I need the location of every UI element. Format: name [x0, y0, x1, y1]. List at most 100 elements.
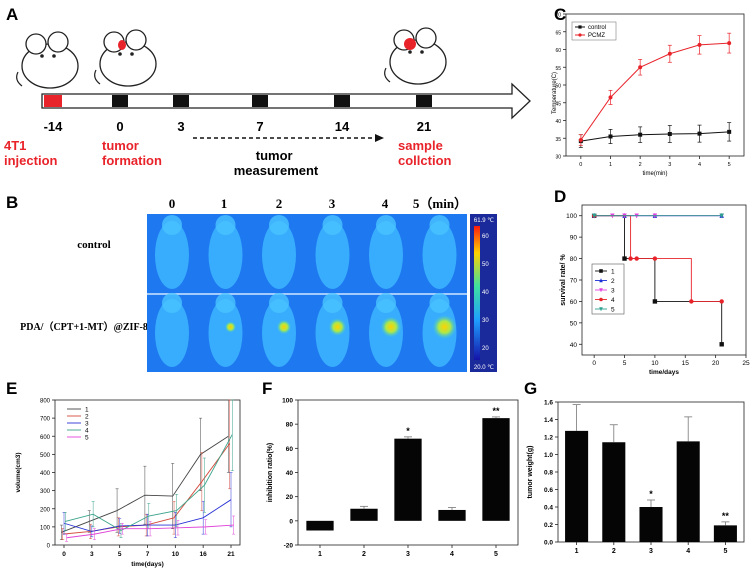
timeline-event-label: injection: [4, 153, 58, 168]
timeline-day-label: 0: [116, 119, 123, 134]
heat-spot: [380, 316, 402, 338]
mouse-icon: [16, 31, 79, 89]
series-line: [580, 42, 730, 141]
mouse-silhouette: [262, 221, 296, 289]
data-point: [578, 138, 583, 143]
y-tick-label: 800: [40, 399, 51, 405]
mouse-head: [215, 293, 236, 313]
data-point: [591, 213, 597, 219]
bar: [394, 438, 422, 521]
mouse-head: [215, 215, 236, 235]
timeline-box: [416, 95, 432, 107]
mouse-silhouette: [315, 221, 350, 289]
panel-a-letter: A: [6, 5, 18, 24]
y-tick-label: 50: [555, 84, 561, 90]
panel-g: G 0.0 0.2 0.4 0.6 0.8 1.0 1.2 1.4 1.6 1 2 * 3 4 ** 5 tum…: [524, 379, 745, 555]
legend-label: 1: [85, 407, 89, 414]
legend-label: 3: [85, 421, 89, 428]
mouse-head: [269, 215, 289, 235]
timeline-day-label: -14: [44, 119, 64, 134]
row-label-treatment: PDA/（CPT+1-MT）@ZIF-8: [20, 320, 148, 333]
panel-a: A: [4, 5, 531, 178]
x-tick-label: 10: [651, 360, 659, 367]
legend-label: PCMZ: [588, 33, 605, 39]
y-tick-label: 90: [570, 235, 578, 242]
mouse-silhouette: [262, 299, 296, 367]
heat-spot: [276, 319, 292, 335]
data-point: [638, 132, 643, 137]
panel-f-letter: F: [262, 379, 272, 398]
y-tick-label: 1.6: [544, 400, 553, 407]
data-point: [667, 131, 672, 136]
panel-d-letter: D: [554, 187, 566, 206]
mouse-tumor-large-icon: [384, 27, 447, 85]
timeline-event-label: sample: [398, 138, 443, 153]
series-line: [61, 435, 229, 533]
legend-label: 2: [611, 278, 615, 285]
legend-label: 5: [611, 307, 615, 314]
x-tick-label: 10: [172, 551, 180, 558]
mouse-silhouette: [422, 221, 457, 289]
colorbar-bottom-label: 20.0 ℃: [474, 365, 494, 371]
x-tick-label: 21: [227, 551, 235, 558]
x-tick-label: 3: [649, 548, 653, 555]
colorbar-tick: 40: [482, 290, 489, 296]
data-point: [719, 213, 724, 219]
significance-label: *: [406, 426, 410, 436]
time-label: 1: [221, 196, 228, 211]
data-point: [719, 299, 724, 304]
data-point: [608, 134, 613, 139]
data-point: [719, 342, 724, 347]
x-axis-label: time/days: [649, 369, 679, 376]
series-line: [66, 524, 234, 539]
series-line: [594, 215, 722, 302]
time-label: 3: [329, 196, 336, 211]
data-point: [628, 256, 633, 261]
series-line: [580, 131, 730, 142]
y-tick-label: 20: [286, 494, 294, 501]
colorbar-tick: 60: [482, 234, 489, 240]
timeline-event-label: 4T1: [4, 138, 26, 153]
data-point: [599, 278, 603, 283]
x-tick-label: 4: [698, 162, 701, 168]
y-tick-label: 0.0: [544, 540, 553, 547]
colorbar-top-label: 61.9 ℃: [474, 218, 494, 224]
data-point: [622, 256, 627, 261]
timeline-day-label: 7: [256, 119, 263, 134]
panel-f: F -20 0 20 40 60 80 100 1 2 * 3 4 ** 5 inhibition rati…: [262, 379, 519, 558]
y-tick-label: 1.4: [544, 417, 553, 424]
data-point: [697, 131, 702, 136]
timeline-day-label: 21: [417, 119, 431, 134]
bar: [639, 507, 663, 542]
mouse-head: [376, 215, 396, 235]
x-tick-label: 4: [686, 548, 690, 555]
mouse-silhouette: [208, 299, 243, 367]
x-tick-label: 1: [575, 548, 579, 555]
x-tick-label: 2: [639, 162, 642, 168]
y-tick-label: 60: [570, 299, 578, 306]
legend-label: 2: [85, 414, 89, 421]
series-line: [63, 499, 232, 532]
measurement-label: tumor measurement: [234, 148, 319, 178]
panel-e: E 0 100 200 300 400 500 600 700 800 0 3 5 7 10 16 21 tim…: [6, 379, 241, 568]
y-tick-label: 45: [555, 101, 561, 107]
y-tick-label: 60: [555, 48, 561, 54]
mouse-silhouette: [155, 299, 189, 367]
data-point: [599, 307, 603, 312]
y-axis-label: inhibition ratio(%): [267, 443, 274, 503]
y-tick-label: 200: [40, 507, 51, 513]
y-axis-label: Temperature(C): [552, 72, 558, 114]
time-labels: 0 1 2 3 4 5（min）: [169, 196, 467, 211]
y-tick-label: 0.8: [544, 470, 553, 477]
y-tick-label: 50: [570, 320, 578, 327]
bar: [713, 525, 737, 542]
bar: [350, 508, 378, 521]
legend-box: [591, 263, 625, 315]
y-tick-label: 0.4: [544, 505, 553, 512]
colorbar-tick: 50: [482, 262, 489, 268]
colorbar-tick: 30: [482, 318, 489, 324]
legend-label: 3: [611, 288, 615, 295]
y-tick-label: 1.2: [544, 435, 553, 442]
significance-label: *: [649, 489, 653, 499]
mouse-tumor-icon: [94, 29, 157, 87]
